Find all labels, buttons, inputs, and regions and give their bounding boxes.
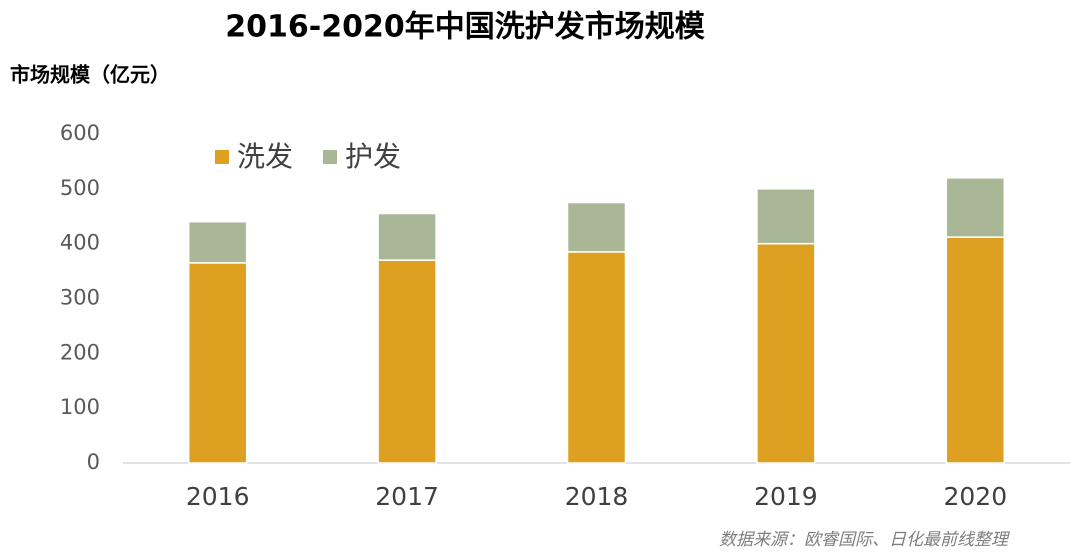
legend-swatch xyxy=(323,150,338,164)
y-axis-label: 市场规模（亿元） xyxy=(10,63,170,87)
x-tick-label: 2018 xyxy=(565,482,629,511)
legend-label: 洗发 xyxy=(237,140,293,173)
legend-label: 护发 xyxy=(345,140,401,173)
x-tick-label: 2019 xyxy=(754,482,818,511)
chart-title: 2016-2020年中国洗护发市场规模 xyxy=(225,10,704,45)
bar-segment xyxy=(566,201,627,253)
bar-segment xyxy=(566,251,627,464)
x-tick-label: 2017 xyxy=(375,482,439,511)
bar-segment xyxy=(945,177,1006,238)
x-tick-label: 2020 xyxy=(943,482,1007,511)
y-tick-label: 0 xyxy=(87,450,100,474)
bar-segment xyxy=(377,259,437,464)
y-tick-label: 200 xyxy=(60,340,100,364)
bar-segment xyxy=(187,220,248,264)
y-tick-label: 100 xyxy=(60,395,100,419)
y-tick-label: 600 xyxy=(60,121,100,145)
y-tick-label: 500 xyxy=(60,176,100,200)
x-tick-label: 2016 xyxy=(186,482,250,511)
y-tick-label: 400 xyxy=(60,231,100,255)
bar-segment xyxy=(756,188,816,245)
y-tick-label: 300 xyxy=(60,286,100,310)
bar-segment xyxy=(377,212,437,261)
legend-swatch xyxy=(215,150,229,164)
bar-segment xyxy=(187,262,248,464)
bar-segment xyxy=(756,242,816,464)
source-note: 数据来源：欧睿国际、日化最前线整理 xyxy=(719,530,1010,550)
bar-segment xyxy=(945,236,1006,464)
